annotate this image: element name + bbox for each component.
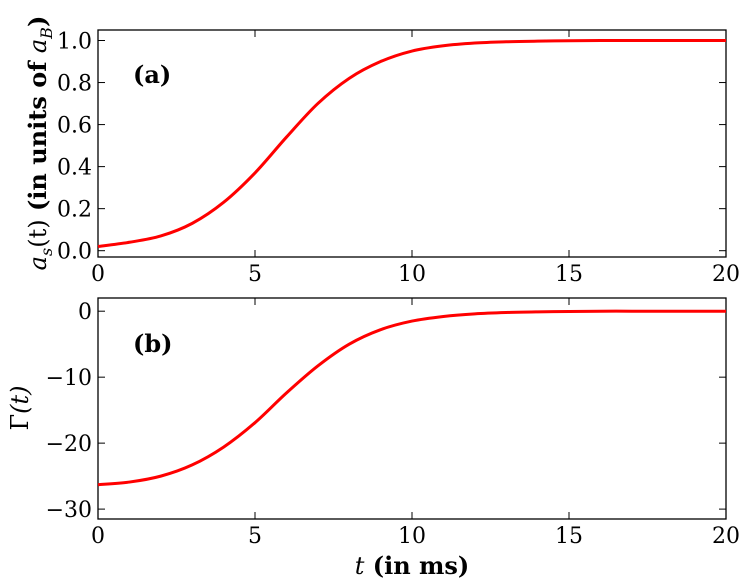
x-tick-label-a-0: 0 (91, 262, 105, 287)
ticks-b: 0 5 10 15 20 −30 −20 −10 0 (46, 298, 740, 549)
y-tick-label-b-2: −10 (46, 366, 92, 391)
y-tick-label-a-1: 0.2 (57, 198, 92, 223)
y-tick-label-a-0: 0.0 (57, 240, 92, 265)
x-tick-label-a-4: 20 (712, 262, 740, 287)
y-tick-label-a-2: 0.4 (57, 156, 92, 181)
series-line-b (97, 309, 726, 487)
panel-b: 0 5 10 15 20 −30 −20 −10 0 (b) Γ(t) t (in ms) (6, 297, 740, 580)
x-tick-label-b-2: 10 (398, 524, 426, 549)
x-tick-label-a-1: 5 (248, 262, 262, 287)
series-line-a (97, 38, 726, 248)
panel-a: 0 5 10 15 20 0.0 0.2 0.4 0.6 0.8 1.0 (a) as(t) (in… (23, 16, 740, 287)
x-tick-label-b-3: 15 (555, 524, 583, 549)
y-tick-label-a-3: 0.6 (57, 114, 92, 139)
y-axis-title-b: Γ(t) (6, 385, 34, 430)
x-tick-label-a-2: 10 (398, 262, 426, 287)
y-tick-label-a-5: 1.0 (57, 30, 92, 55)
ticks-a: 0 5 10 15 20 0.0 0.2 0.4 0.6 0.8 1.0 (57, 30, 740, 287)
y-axis-title-a: as(t) (in units of aB) (23, 16, 56, 271)
x-tick-label-a-3: 15 (555, 262, 583, 287)
x-axis-title: t (in ms) (355, 551, 470, 580)
plot-frame-b (97, 297, 727, 520)
y-tick-label-b-0: −30 (46, 498, 92, 523)
y-tick-label-a-4: 0.8 (57, 72, 92, 97)
x-tick-label-b-4: 20 (712, 524, 740, 549)
panel-label-b: (b) (133, 329, 173, 358)
panel-label-a: (a) (133, 60, 171, 89)
y-tick-label-b-1: −20 (46, 432, 92, 457)
x-tick-label-b-1: 5 (248, 524, 262, 549)
y-tick-label-b-3: 0 (78, 300, 92, 325)
x-tick-label-b-0: 0 (91, 524, 105, 549)
